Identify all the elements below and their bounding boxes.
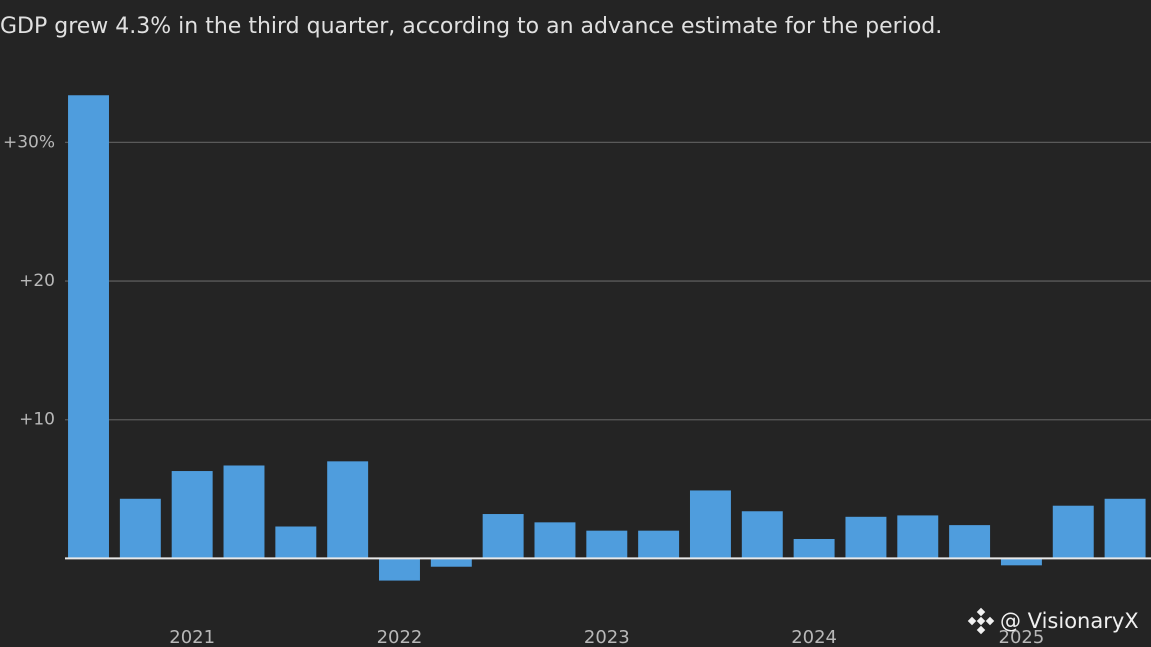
x-tick-label: 2024 xyxy=(791,627,837,647)
bar xyxy=(845,516,887,559)
watermark-icon-part xyxy=(976,607,986,617)
bar xyxy=(379,558,420,581)
watermark-icon-part xyxy=(967,616,977,626)
bar xyxy=(275,526,317,559)
bar xyxy=(897,515,939,559)
chart-title: GDP grew 4.3% in the third quarter, acco… xyxy=(0,14,942,39)
bar xyxy=(741,511,783,559)
bar xyxy=(534,522,576,559)
bar xyxy=(1052,505,1094,559)
bar xyxy=(171,471,213,559)
bar xyxy=(949,525,991,559)
watermark-icon xyxy=(967,607,995,635)
bar xyxy=(119,498,161,559)
bar xyxy=(327,461,369,559)
bar xyxy=(1000,558,1042,566)
bar xyxy=(482,514,524,559)
y-tick-label: +10 xyxy=(19,410,55,430)
watermark-icon-part xyxy=(976,625,986,635)
bar xyxy=(430,558,472,567)
bar xyxy=(793,538,835,559)
x-tick-label: 2022 xyxy=(377,627,423,647)
watermark-icon-part xyxy=(985,616,995,626)
x-tick-label: 2025 xyxy=(999,627,1045,647)
bar xyxy=(638,530,680,559)
bar xyxy=(689,490,731,559)
x-tick-label: 2023 xyxy=(584,627,630,647)
bar xyxy=(68,95,109,559)
bar xyxy=(586,530,628,559)
y-tick-label: +30% xyxy=(3,132,55,152)
bar xyxy=(223,465,265,559)
bar xyxy=(1104,498,1146,559)
watermark: @ VisionaryX xyxy=(1000,609,1139,633)
watermark-icon-part xyxy=(976,616,986,626)
x-tick-label: 2021 xyxy=(169,627,215,647)
y-tick-label: +20 xyxy=(19,271,55,291)
